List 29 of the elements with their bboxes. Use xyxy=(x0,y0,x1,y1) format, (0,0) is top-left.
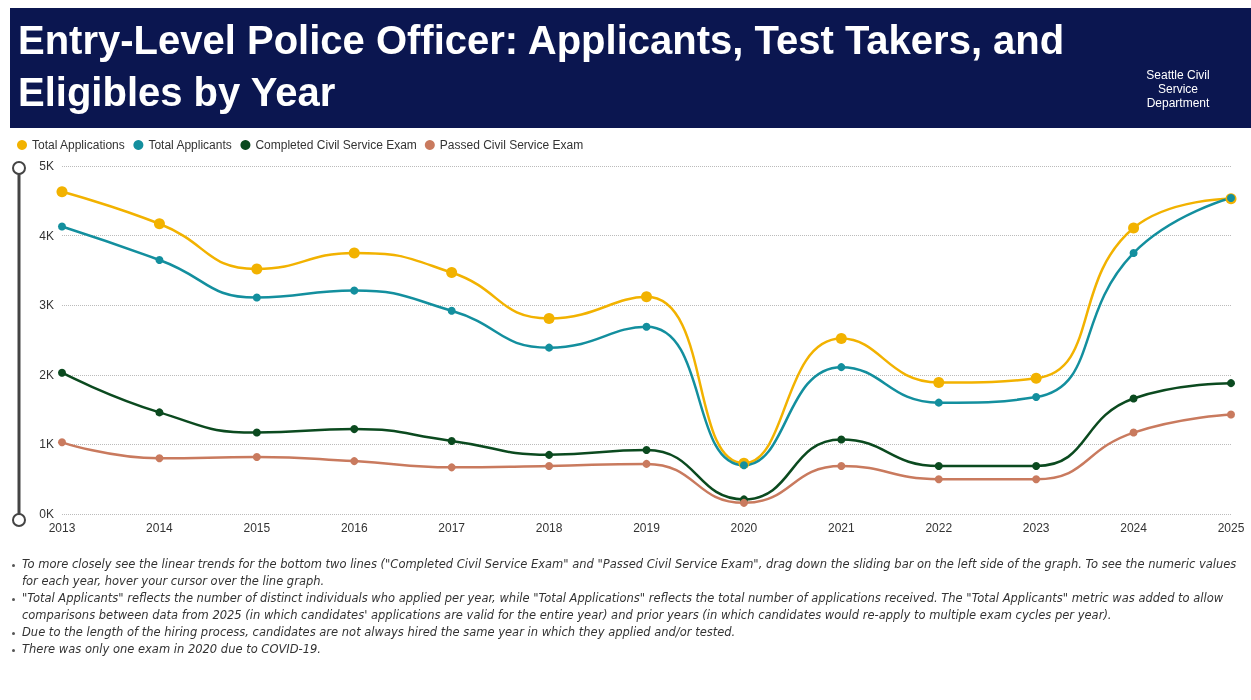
y-tick-label: 3K xyxy=(39,298,54,313)
text: Due to the length of the hiring process, candidates are not always hired the same year in which they applied and/or tested. xyxy=(22,625,736,639)
x-tick-label: 2021 xyxy=(827,521,855,535)
y-tick-label: 1K xyxy=(39,437,54,452)
x-tick-label: 2013 xyxy=(48,521,76,535)
x-tick-label: 2014 xyxy=(146,521,174,535)
x-tick-label: 2022 xyxy=(925,521,953,535)
text: There was only one exam in 2020 due to COVID-19. xyxy=(22,642,321,656)
legend-label: Total Applications xyxy=(32,138,125,152)
y-tick-label: 2K xyxy=(39,367,54,382)
x-tick-label: 2020 xyxy=(730,521,758,535)
y-tick-label: 4K xyxy=(39,228,54,243)
chart-title: Entry-Level Police Officer: Applicants, Test Takers, and Eligibles by Year xyxy=(18,17,1066,116)
legend-label: Passed Civil Service Exam xyxy=(439,138,584,152)
x-tick-label: 2016 xyxy=(340,521,368,535)
text: "Total Applicants" reflects the number of distinct individuals who applied per year, while "Total Applications" reflects the total number of applications received. The "Total Applicants" metric was added to allow comparisons between data from 2025 (in which candidates' applications are valid for the entire year) and prior years (in which candidates would re-apply to multiple exam cycles per year). xyxy=(22,591,1224,622)
x-tick-label: 2023 xyxy=(1022,521,1050,535)
x-tick-label: 2015 xyxy=(243,521,271,535)
x-tick-label: 2025 xyxy=(1217,521,1245,535)
text: Seattle Civil Service Department xyxy=(1145,68,1211,110)
legend-label: Total Applicants xyxy=(148,138,232,152)
x-tick-label: 2024 xyxy=(1120,521,1148,535)
y-tick-label: 5K xyxy=(39,159,54,173)
legend-label: Completed Civil Service Exam xyxy=(255,138,417,152)
x-tick-label: 2019 xyxy=(633,521,661,535)
x-tick-label: 2017 xyxy=(438,521,466,535)
x-tick-label: 2018 xyxy=(535,521,563,535)
text: To more closely see the linear trends for the bottom two lines ("Completed Civil Service Exam" and "Passed Civil Service Exam", drag down the sliding bar on the left side of the graph. To see the numeric values for each year, hover your cursor over the line graph. xyxy=(22,557,1237,588)
y-tick-label: 0K xyxy=(39,507,54,521)
